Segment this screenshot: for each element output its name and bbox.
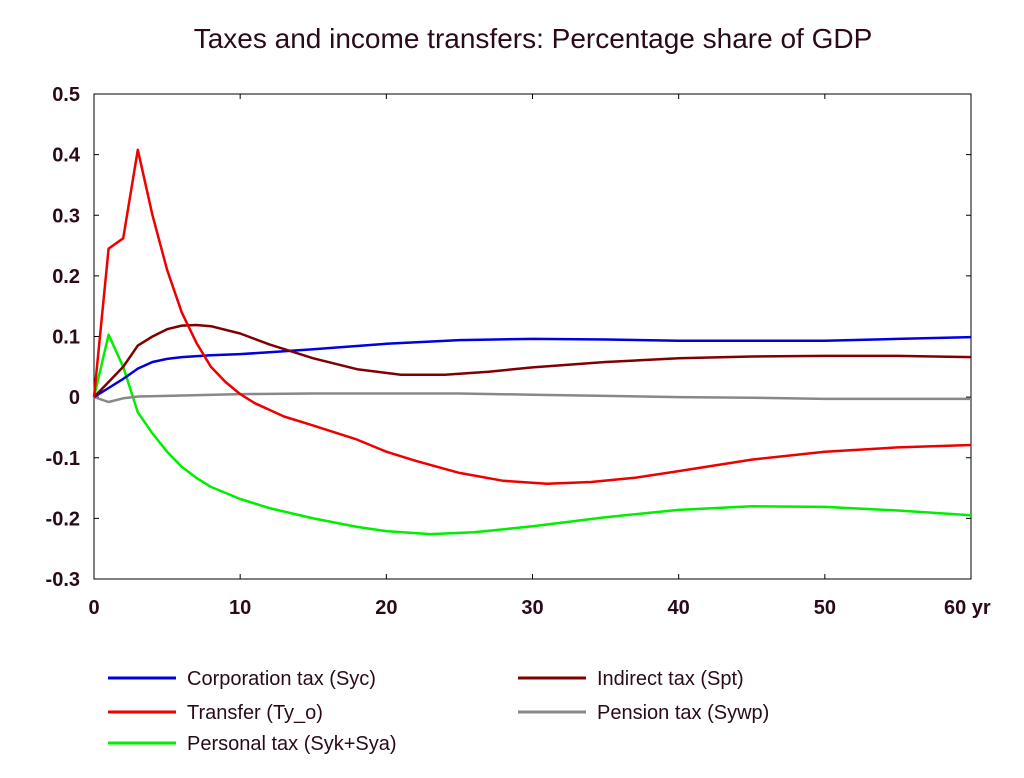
plot-area-frame [93,93,972,580]
series-line-personal-tax-syk-sya [92,333,972,536]
series-line-pension-tax-sywp [93,392,971,404]
legend: Corporation tax (Syc) Indirect tax (Spt) T… [108,668,769,755]
x-tick-label: 20 [375,597,397,619]
x-tick-label: 50 [814,597,836,619]
y-tick-label: 0.4 [52,145,81,167]
axis-ticks: 0.5 0.4 0.3 0.2 0.1 0 -0.1 -0.2 -0.3 0 10 20 30 40 50 6… [46,84,991,619]
legend-label: Corporation tax (Syc) [187,668,376,690]
legend-label: Transfer (Ty_o) [187,702,323,724]
y-tick-label: 0.3 [52,205,80,227]
legend-label: Indirect tax (Spt) [597,668,744,690]
chart-title: Taxes and income transfers: Percentage s… [194,23,873,54]
series-lines [92,148,972,536]
legend-label: Personal tax (Syk+Sya) [187,733,397,755]
x-tick-label: 10 [229,597,251,619]
y-tick-label: 0.5 [52,84,80,106]
series-line-transfer-ty-o [92,148,972,486]
x-tick-label: 30 [521,597,543,619]
y-tick-label: -0.3 [46,569,80,591]
x-tick-label: 0 [88,597,99,619]
legend-label: Pension tax (Sywp) [597,702,769,724]
y-tick-label: 0.2 [52,266,80,288]
x-tick-label: 40 [668,597,690,619]
y-tick-label: -0.2 [46,508,80,530]
series-line-indirect-tax-spt [93,323,972,398]
y-tick-label: 0 [69,387,80,409]
x-tick-label: 60 yr [944,597,991,619]
y-tick-label: -0.1 [46,448,80,470]
y-tick-label: 0.1 [52,327,80,349]
